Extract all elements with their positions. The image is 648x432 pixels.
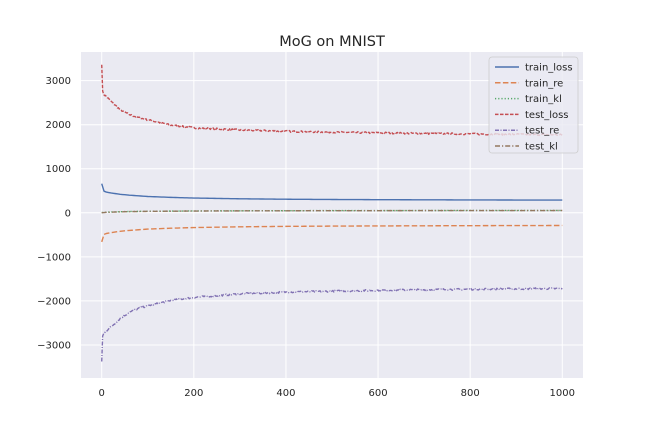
series-line-test-re bbox=[101, 287, 563, 362]
series-layer bbox=[101, 64, 563, 362]
y-tick-label: −1000 bbox=[37, 252, 71, 263]
y-tick-label: −2000 bbox=[37, 296, 71, 307]
x-tick-label: 1000 bbox=[550, 388, 575, 399]
series-line-train-re bbox=[101, 224, 563, 243]
x-tick-label: 200 bbox=[184, 388, 203, 399]
legend-label: test_loss bbox=[525, 110, 569, 121]
legend-box bbox=[488, 56, 579, 154]
series-line-train-loss bbox=[101, 183, 563, 201]
x-tick-label: 600 bbox=[369, 388, 388, 399]
legend-label: test_kl bbox=[525, 142, 558, 153]
x-tick-label: 400 bbox=[276, 388, 295, 399]
legend-label: test_re bbox=[525, 126, 559, 137]
x-tick-label: 800 bbox=[461, 388, 480, 399]
legend-label: train_loss bbox=[525, 63, 573, 74]
series-line-test-loss bbox=[101, 64, 563, 137]
x-tick-label: 0 bbox=[99, 388, 105, 399]
y-tick-label: −3000 bbox=[37, 340, 71, 351]
x-tick-labels: 0 200 400 600 800 1000 bbox=[99, 388, 575, 399]
y-tick-label: 3000 bbox=[46, 76, 71, 87]
legend-label: train_re bbox=[525, 78, 563, 89]
y-tick-label: 1000 bbox=[46, 164, 71, 175]
y-tick-label: 2000 bbox=[46, 120, 71, 131]
legend: train_loss train_re train_kl test_loss test_… bbox=[488, 56, 579, 154]
chart-title: MoG on MNIST bbox=[279, 34, 385, 50]
y-tick-labels: −3000 −2000 −1000 0 1000 2000 3000 bbox=[37, 76, 71, 351]
y-tick-label: 0 bbox=[65, 208, 71, 219]
legend-label: train_kl bbox=[525, 94, 562, 105]
